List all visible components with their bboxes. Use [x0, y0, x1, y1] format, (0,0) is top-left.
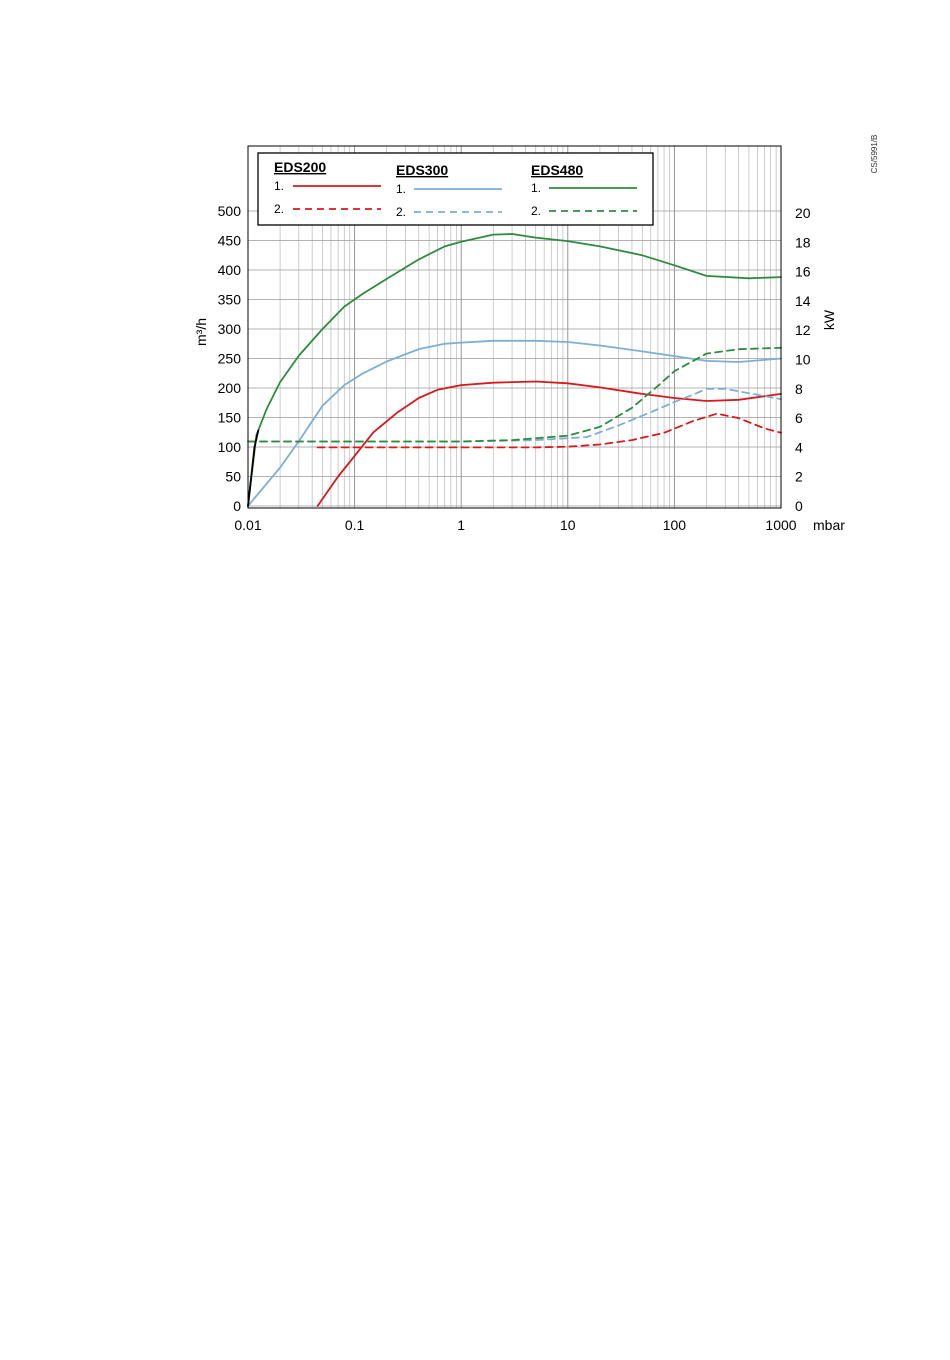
- series-line-eds480-power: [247, 346, 782, 443]
- chart-series: [247, 233, 782, 507]
- y-right-tick-label: 8: [795, 381, 803, 397]
- series-line-eds200-power: [316, 412, 782, 449]
- plot-frame: [247, 145, 782, 509]
- y-right-tick-label: 2: [795, 469, 803, 485]
- legend-item-label: 1.: [396, 182, 406, 196]
- y-right-tick-label: 6: [795, 410, 803, 426]
- y-left-tick-label: 100: [218, 439, 242, 455]
- legend-item-label: 1.: [531, 181, 541, 195]
- x-axis-unit: mbar: [813, 517, 845, 533]
- legend-item-label: 2.: [396, 205, 406, 219]
- y-left-tick-label: 500: [218, 203, 242, 219]
- x-tick-labels: 0.01 0.1 1 10 100 1000: [234, 517, 796, 533]
- series-line-eds200-speed: [316, 380, 782, 507]
- y-right-tick-label: 0: [795, 498, 803, 514]
- y-left-tick-label: 400: [218, 262, 242, 278]
- x-tick-label: 0.01: [234, 517, 261, 533]
- x-tick-label: 0.1: [345, 517, 365, 533]
- y-left-tick-label: 350: [218, 292, 242, 308]
- y-left-tick-labels: 0 50 100 150 200 250 300 350 400 450 500: [218, 203, 242, 514]
- y-left-tick-label: 200: [218, 380, 242, 396]
- y-right-tick-label: 20: [795, 205, 811, 221]
- legend: EDS200 1. 2. EDS300 1. 2. EDS480 1. 2.: [257, 152, 654, 226]
- y-right-tick-label: 4: [795, 439, 803, 455]
- y-right-tick-label: 14: [795, 293, 811, 309]
- y-right-tick-label: 16: [795, 264, 811, 280]
- x-tick-label: 1: [457, 517, 465, 533]
- y-right-tick-labels: 0 2 4 6 8 10 12 14 16 18 20: [795, 205, 811, 514]
- series-line-eds480-speed: [247, 233, 782, 507]
- y-right-axis-title: kW: [821, 309, 837, 330]
- legend-item-label: 2.: [531, 204, 541, 218]
- x-tick-label: 1000: [765, 517, 796, 533]
- y-right-tick-label: 12: [795, 322, 811, 338]
- y-left-tick-label: 250: [218, 351, 242, 367]
- y-left-tick-label: 300: [218, 321, 242, 337]
- y-right-tick-label: 18: [795, 234, 811, 250]
- series-line-eds300-power: [247, 387, 782, 443]
- series-line-eds300-speed: [247, 339, 782, 507]
- legend-item-label: 1.: [274, 179, 284, 193]
- y-left-axis-title: m³/h: [193, 318, 209, 346]
- y-right-tick-label: 10: [795, 352, 811, 368]
- series-line-initial-speed: [247, 429, 260, 507]
- y-left-tick-label: 0: [233, 498, 241, 514]
- y-left-tick-label: 150: [218, 410, 242, 426]
- legend-title-eds200: EDS200: [274, 159, 326, 175]
- x-tick-label: 100: [663, 517, 687, 533]
- document-code: CS/5991/B: [870, 135, 879, 174]
- legend-title-eds480: EDS480: [531, 162, 583, 178]
- y-left-tick-label: 50: [225, 469, 241, 485]
- legend-title-eds300: EDS300: [396, 162, 448, 178]
- legend-item-label: 2.: [274, 202, 284, 216]
- x-tick-label: 10: [560, 517, 576, 533]
- y-left-tick-label: 450: [218, 233, 242, 249]
